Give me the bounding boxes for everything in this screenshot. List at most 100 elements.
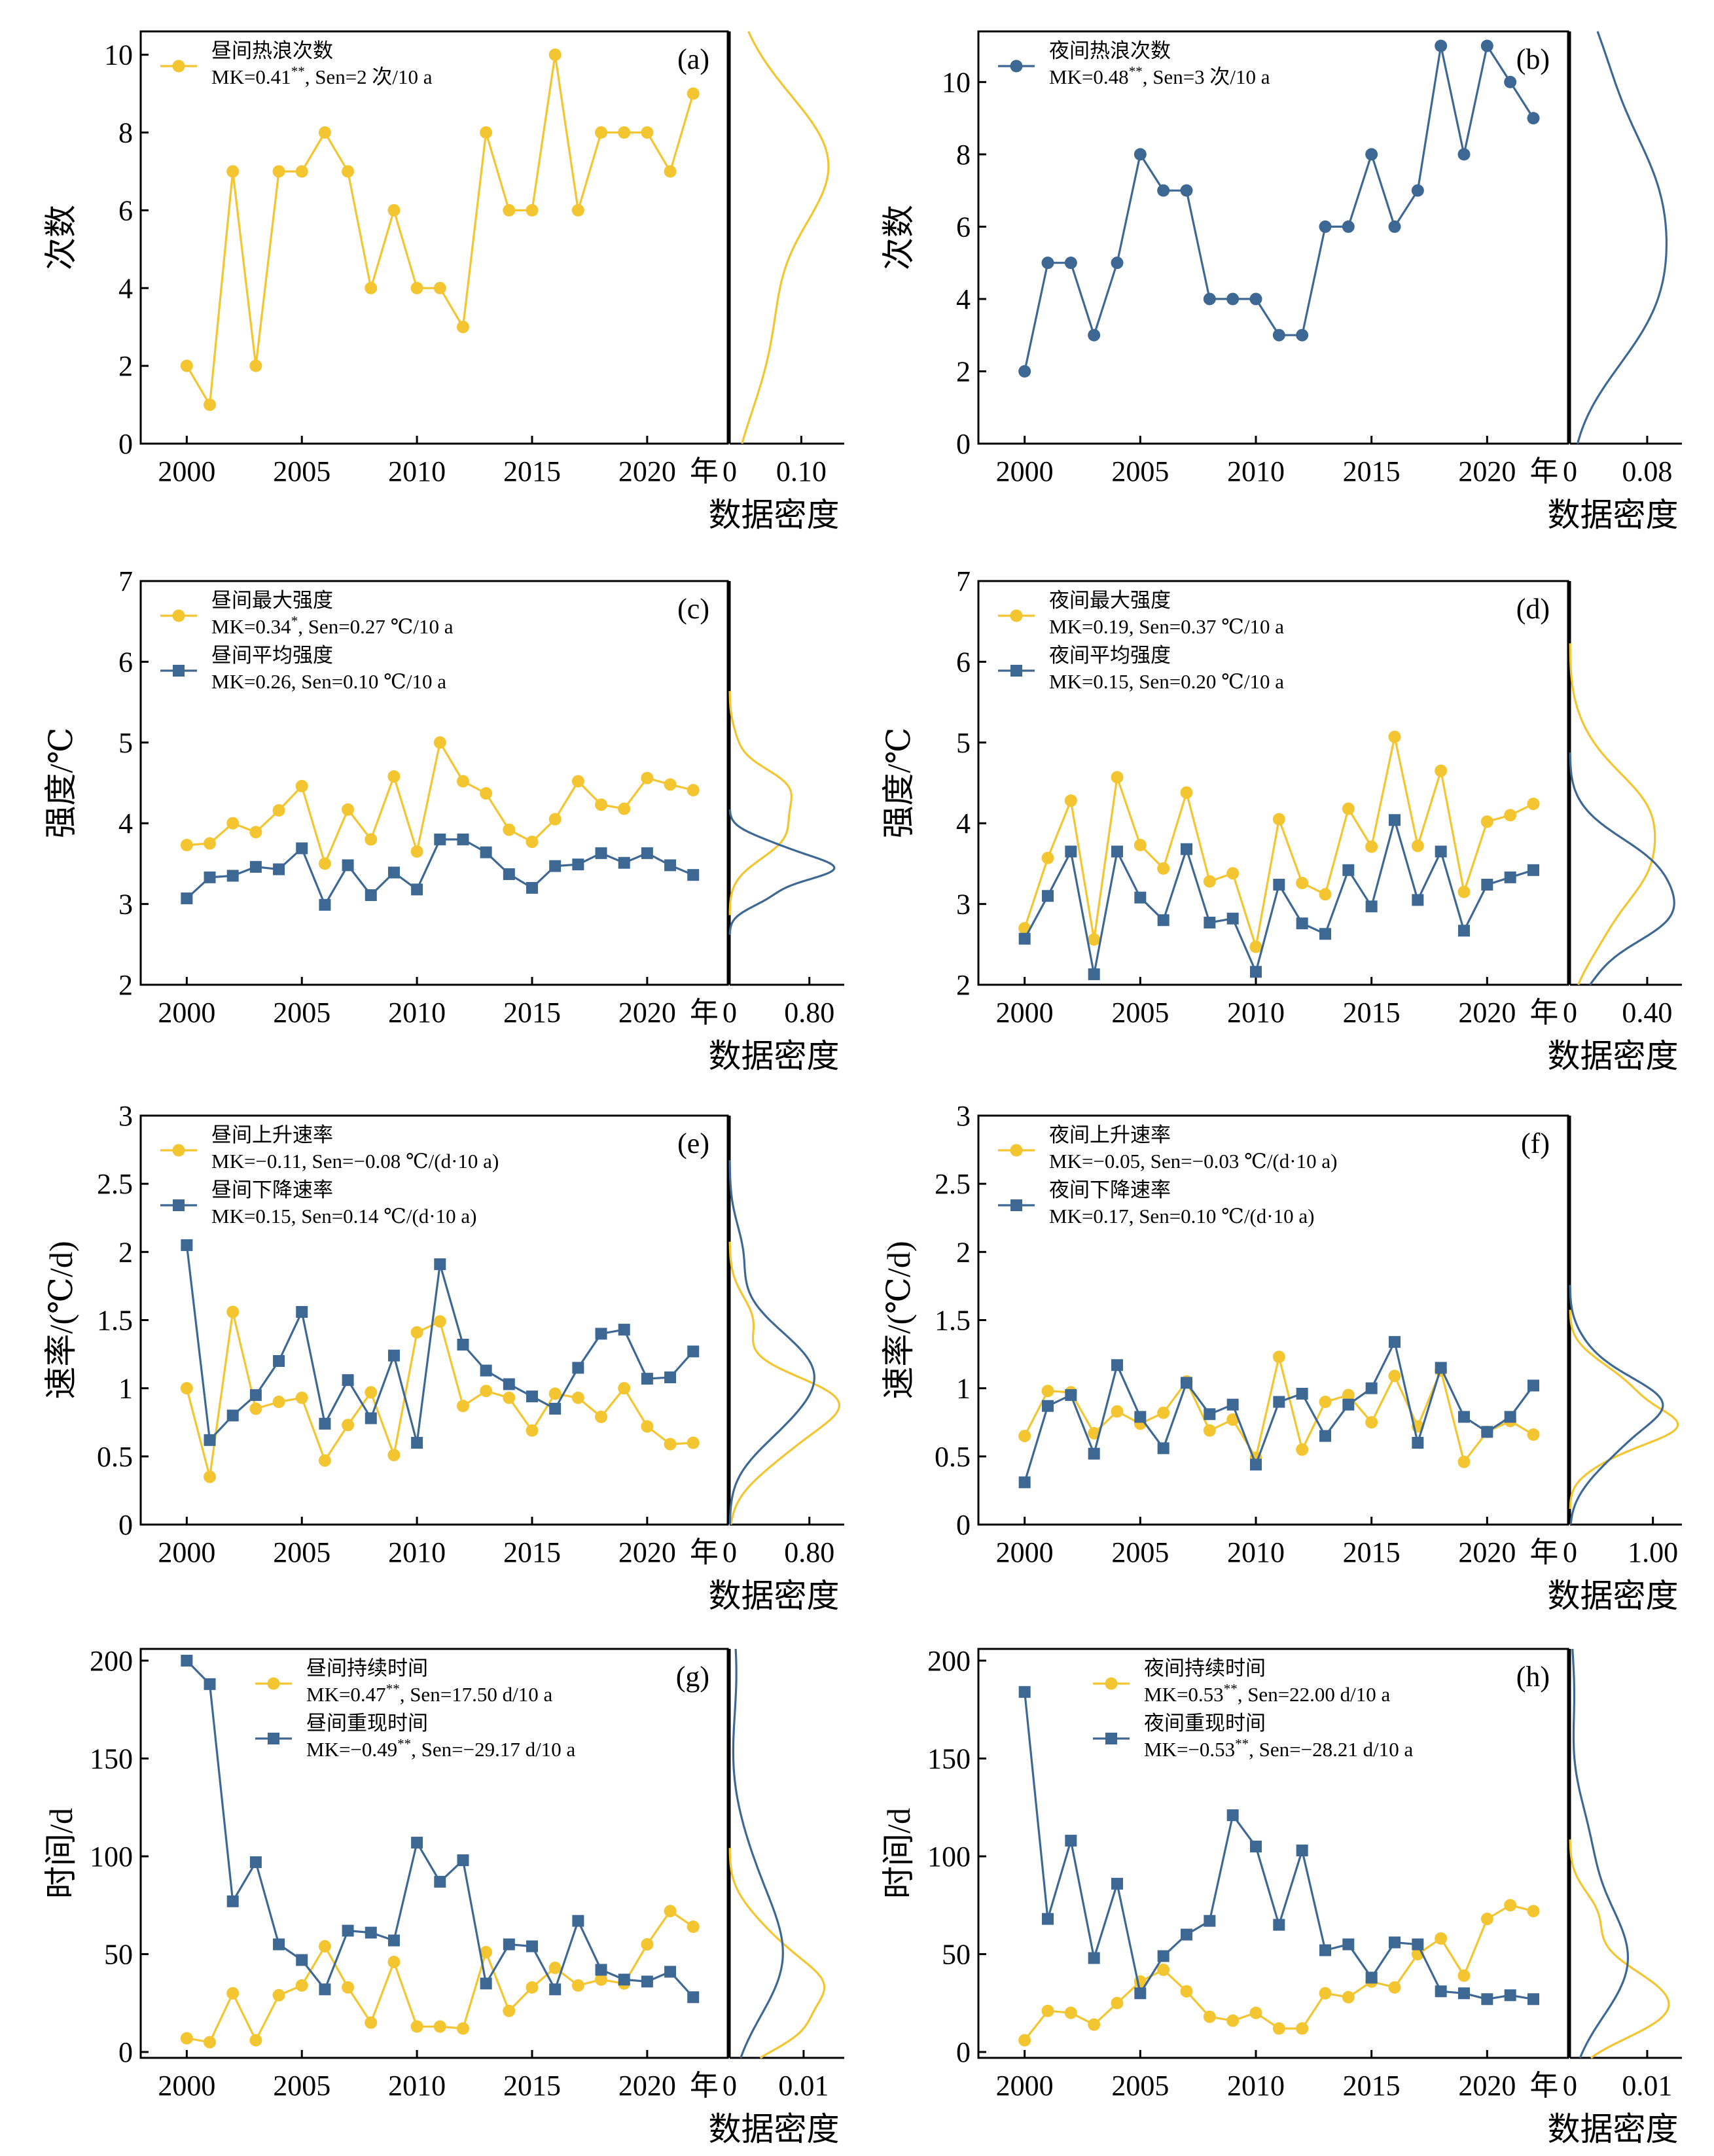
legend-stat: MK=0.53**, Sen=22.00 d/10 a (1144, 1681, 1391, 1706)
data-point (1018, 1476, 1031, 1489)
data-point (1481, 1426, 1493, 1438)
data-point (664, 859, 677, 872)
x-tick-label: 2000 (996, 2070, 1054, 2102)
data-point (1388, 1370, 1401, 1383)
x-tick-label: 2000 (158, 997, 215, 1029)
data-point (641, 1420, 654, 1433)
data-point (1457, 885, 1471, 898)
data-point (1527, 798, 1540, 811)
data-point (1435, 39, 1448, 52)
data-point (204, 398, 217, 412)
legend-name: 昼间上升速率 (211, 1123, 333, 1146)
density-tick-label: 0 (1563, 1536, 1577, 1568)
panel-label: (c) (677, 593, 709, 625)
data-point (296, 1954, 308, 1966)
data-point (365, 889, 377, 902)
data-point (1319, 928, 1331, 940)
y-tick-label: 2 (956, 969, 971, 1001)
y-tick-label: 7 (118, 565, 133, 597)
y-tick-label: 4 (956, 283, 971, 315)
data-point (641, 1373, 653, 1385)
data-point (1042, 1400, 1054, 1412)
data-point (1273, 1396, 1285, 1408)
data-point (571, 775, 584, 788)
data-point (272, 1988, 285, 2002)
data-point (1504, 75, 1517, 88)
y-tick-label: 200 (927, 1645, 971, 1677)
density-tick-label: 0 (723, 455, 737, 487)
legend-marker (268, 1733, 279, 1744)
data-point (1111, 256, 1124, 270)
data-point (618, 1973, 630, 1986)
data-point (1342, 1398, 1355, 1411)
y-axis-label: 次数 (43, 205, 79, 270)
data-point (1041, 1385, 1054, 1398)
data-point (249, 359, 262, 372)
data-point (1504, 1989, 1516, 2002)
y-axis-label: 次数 (880, 205, 917, 270)
y-tick-label: 3 (956, 1100, 971, 1132)
data-point (480, 787, 493, 800)
x-tick-label: 2010 (1227, 455, 1285, 487)
density-label: 数据密度 (1548, 1578, 1679, 1614)
data-point (387, 866, 400, 879)
data-point (1342, 802, 1355, 815)
legend-name: 夜间下降速率 (1049, 1178, 1171, 1201)
data-point (1111, 1359, 1123, 1371)
y-axis-label: 时间/d (43, 1808, 79, 1899)
data-point (1296, 877, 1309, 890)
data-point (411, 883, 423, 896)
y-tick-label: 0 (956, 2036, 971, 2068)
data-point (1480, 39, 1493, 52)
y-axis-label: 时间/d (880, 1808, 917, 1899)
data-point (1319, 1396, 1332, 1408)
y-tick-label: 0 (118, 428, 133, 460)
x-tick-label: 2005 (1111, 1536, 1169, 1568)
data-point (480, 1977, 492, 1990)
y-axis-label: 强度/℃ (880, 728, 917, 839)
plot-frame (977, 30, 1569, 445)
data-point (204, 837, 217, 850)
legend-name: 昼间最大强度 (211, 589, 333, 612)
data-point (1181, 1377, 1192, 1389)
y-tick-label: 6 (118, 646, 133, 678)
data-point (571, 203, 584, 217)
data-point (1249, 292, 1262, 306)
panel-e: 0 0.5 1 1.5 2 2.5 3 2000 2005 2010 2015 2020 年 速率/(℃/… (43, 1100, 844, 1614)
x-tick-label: 2005 (1111, 2070, 1169, 2102)
x-tick-label: 2000 (158, 2070, 215, 2102)
density-curve-0 (728, 691, 793, 915)
data-point (1203, 1424, 1216, 1437)
data-point (548, 1961, 562, 1974)
x-unit-label: 年 (1529, 997, 1558, 1029)
legend-marker (267, 1677, 280, 1690)
data-point (1064, 2006, 1077, 2019)
data-point (1204, 1408, 1216, 1421)
y-tick-label: 0.5 (97, 1441, 133, 1473)
data-point (249, 1389, 262, 1402)
data-point (1204, 1915, 1216, 1927)
data-point (1435, 1362, 1447, 1374)
data-point (249, 1402, 262, 1415)
data-point (273, 1938, 285, 1951)
data-point (595, 1973, 608, 1986)
data-point (1226, 1413, 1240, 1426)
x-tick-label: 2000 (996, 997, 1054, 1029)
data-point (1342, 1990, 1355, 2004)
density-label: 数据密度 (1548, 1038, 1679, 1074)
y-tick-label: 6 (956, 211, 971, 243)
density-tick-label: 0.80 (784, 997, 834, 1029)
density-tick-label: 1.00 (1628, 1536, 1678, 1568)
legend-stat: MK=0.41**, Sen=2 次/10 a (211, 63, 433, 88)
data-point (181, 1239, 193, 1251)
data-point (1134, 148, 1147, 161)
data-point (1319, 1430, 1331, 1442)
y-tick-label: 8 (118, 117, 133, 149)
data-point (687, 1436, 700, 1449)
density-curve-0 (728, 1241, 841, 1525)
y-tick-label: 4 (118, 272, 133, 304)
y-tick-label: 2.5 (97, 1168, 133, 1200)
data-point (456, 775, 469, 788)
data-point (1388, 1981, 1401, 1994)
data-point (387, 1955, 401, 1968)
